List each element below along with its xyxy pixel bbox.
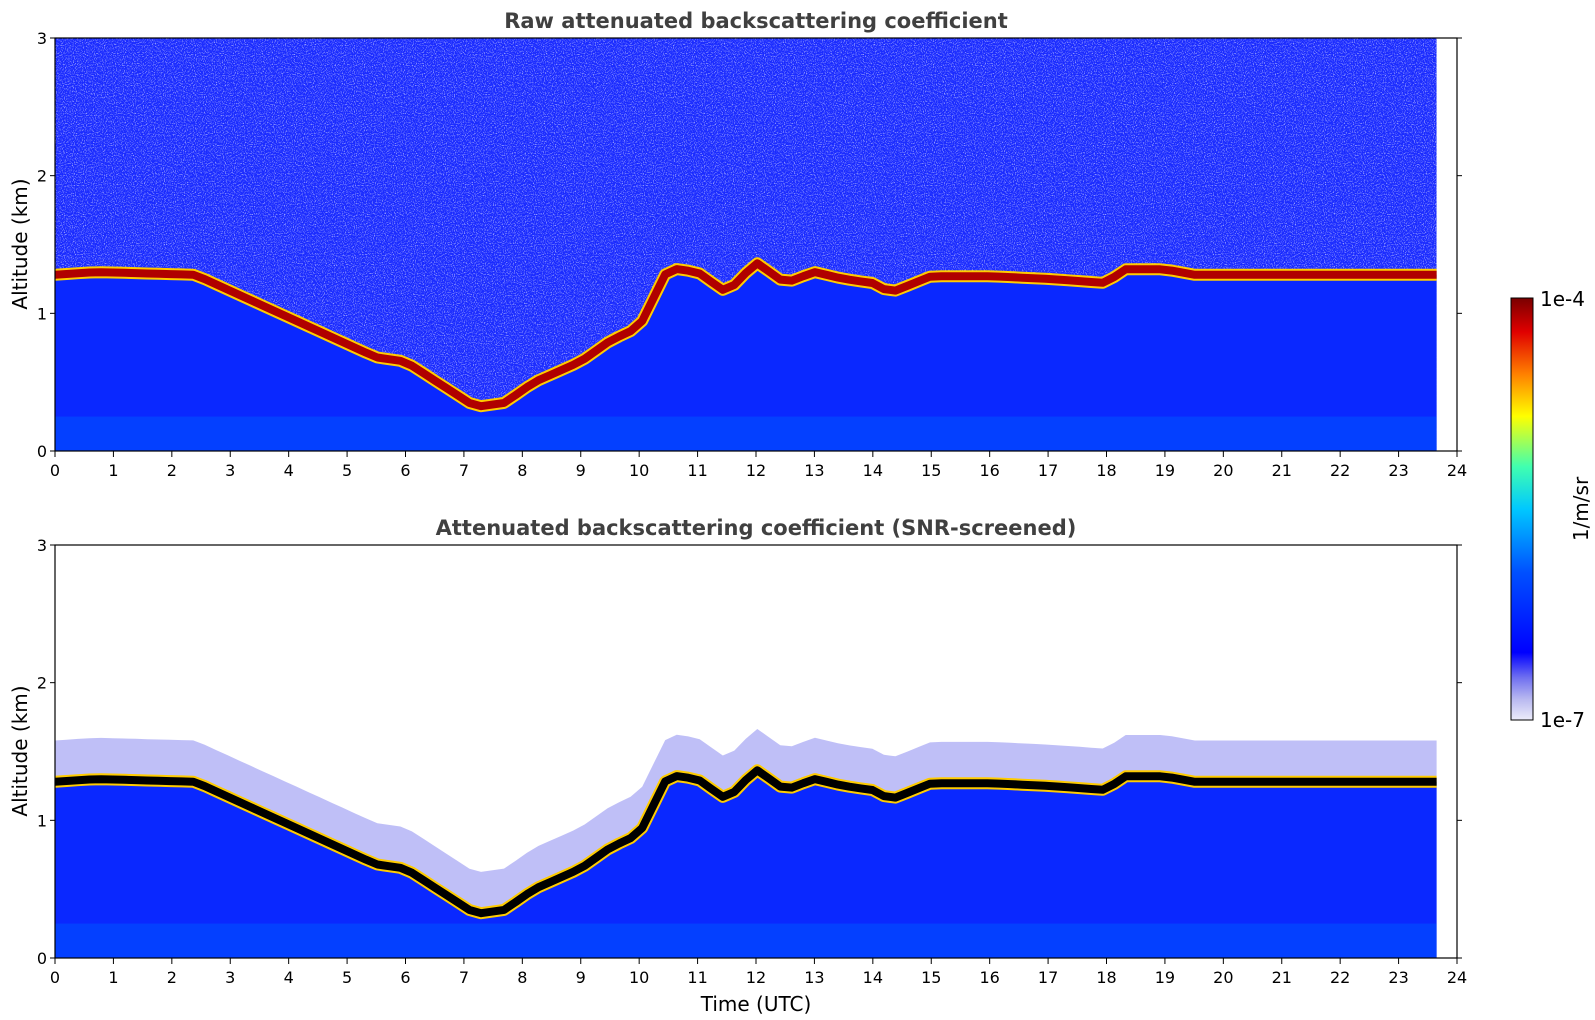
panel1-x-tick-label: 8 <box>517 461 527 480</box>
panel1-x-tick-label: 1 <box>108 461 118 480</box>
panel2-x-tick-label: 8 <box>517 968 527 987</box>
panel1-y-tick-label: 2 <box>37 167 47 186</box>
panel1-surface-band <box>55 416 1437 451</box>
panel2-x-tick-label: 19 <box>1155 968 1175 987</box>
panel1-heatmap <box>55 38 1457 451</box>
raw-backscatter-panel: Raw attenuated backscattering coefficien… <box>8 9 1467 480</box>
panel2-x-tick-label: 21 <box>1272 968 1292 987</box>
panel2-x-tick-label: 2 <box>167 968 177 987</box>
panel2-y-tick-label: 1 <box>37 811 47 830</box>
panel1-y-ticks: 0 1 2 3 <box>37 29 1462 461</box>
panel1-x-tick-label: 14 <box>863 461 883 480</box>
panel1-x-tick-label: 16 <box>979 461 999 480</box>
panel2-boundary-layer <box>55 770 1437 958</box>
panel1-x-tick-label: 19 <box>1155 461 1175 480</box>
panel1-x-ticks: 0 1 2 3 4 5 6 7 8 9 10 11 12 13 14 15 16 17 18 19 20 21 22 23 24 <box>50 451 1467 480</box>
panel2-x-tick-label: 1 <box>108 968 118 987</box>
colorbar-unit-label: 1/m/sr <box>1569 476 1593 541</box>
panel1-y-axis-label: Altitude (km) <box>8 178 32 309</box>
panel1-x-tick-label: 22 <box>1330 461 1350 480</box>
panel2-x-tick-label: 0 <box>50 968 60 987</box>
panel2-y-tick-label: 0 <box>37 949 47 968</box>
panel1-x-tick-label: 21 <box>1272 461 1292 480</box>
panel1-x-tick-label: 12 <box>746 461 766 480</box>
panel1-x-tick-label: 11 <box>687 461 707 480</box>
panel1-boundary-layer <box>55 263 1437 451</box>
panel2-surface-band <box>55 923 1437 958</box>
panel1-x-tick-label: 17 <box>1038 461 1058 480</box>
panel2-heatmap <box>55 545 1457 958</box>
panel2-x-tick-label: 12 <box>746 968 766 987</box>
panel2-x-tick-label: 7 <box>459 968 469 987</box>
panel1-x-tick-label: 7 <box>459 461 469 480</box>
panel1-y-tick-label: 3 <box>37 29 47 48</box>
panel2-y-tick-label: 2 <box>37 674 47 693</box>
panel1-title: Raw attenuated backscattering coefficien… <box>504 9 1008 33</box>
panel2-x-tick-label: 14 <box>863 968 883 987</box>
panel1-x-tick-label: 2 <box>167 461 177 480</box>
panel2-x-tick-label: 16 <box>979 968 999 987</box>
panel2-x-tick-label: 3 <box>225 968 235 987</box>
colorbar-min-label: 1e-7 <box>1540 708 1585 732</box>
panel2-x-tick-label: 23 <box>1388 968 1408 987</box>
panel2-x-tick-label: 9 <box>576 968 586 987</box>
panel1-cloud-layer <box>55 259 1437 411</box>
panel2-y-ticks: 0 1 2 3 <box>37 536 1462 968</box>
colorbar-bar <box>1510 297 1534 721</box>
panel1-x-tick-label: 10 <box>629 461 649 480</box>
panel1-x-tick-label: 24 <box>1447 461 1467 480</box>
panel2-y-axis-label: Altitude (km) <box>8 685 32 816</box>
panel1-x-tick-label: 23 <box>1388 461 1408 480</box>
panel2-x-tick-label: 13 <box>804 968 824 987</box>
panel2-x-tick-label: 22 <box>1330 968 1350 987</box>
panel1-x-tick-label: 0 <box>50 461 60 480</box>
panel1-x-tick-label: 20 <box>1213 461 1233 480</box>
panel1-x-tick-label: 4 <box>284 461 294 480</box>
panel1-x-tick-label: 6 <box>400 461 410 480</box>
panel1-x-tick-label: 3 <box>225 461 235 480</box>
panel1-x-tick-label: 5 <box>342 461 352 480</box>
panel1-y-tick-label: 1 <box>37 304 47 323</box>
panel2-x-tick-label: 24 <box>1447 968 1467 987</box>
panel2-title: Attenuated backscattering coefficient (S… <box>436 516 1077 540</box>
panel2-x-tick-label: 10 <box>629 968 649 987</box>
panel2-x-tick-label: 20 <box>1213 968 1233 987</box>
panel1-y-tick-label: 0 <box>37 442 47 461</box>
panel2-x-ticks: 0 1 2 3 4 5 6 7 8 9 10 11 12 13 14 15 16 17 18 19 20 21 22 23 24 <box>50 958 1467 987</box>
colorbar: 1e-4 1e-7 1/m/sr <box>1510 287 1593 732</box>
panel2-cloud-layer <box>55 766 1437 918</box>
panel2-x-tick-label: 11 <box>687 968 707 987</box>
panel1-x-tick-label: 9 <box>576 461 586 480</box>
panel2-x-tick-label: 17 <box>1038 968 1058 987</box>
panel2-x-tick-label: 4 <box>284 968 294 987</box>
panel2-x-tick-label: 15 <box>921 968 941 987</box>
x-axis-label: Time (UTC) <box>700 992 812 1016</box>
panel2-x-tick-label: 6 <box>400 968 410 987</box>
snr-screened-panel: Attenuated backscattering coefficient (S… <box>8 516 1467 1016</box>
panel1-x-tick-label: 15 <box>921 461 941 480</box>
panel1-x-tick-label: 18 <box>1096 461 1116 480</box>
panel2-x-tick-label: 5 <box>342 968 352 987</box>
panel2-y-tick-label: 3 <box>37 536 47 555</box>
panel2-x-tick-label: 18 <box>1096 968 1116 987</box>
colorbar-max-label: 1e-4 <box>1540 287 1585 311</box>
panel1-x-tick-label: 13 <box>804 461 824 480</box>
